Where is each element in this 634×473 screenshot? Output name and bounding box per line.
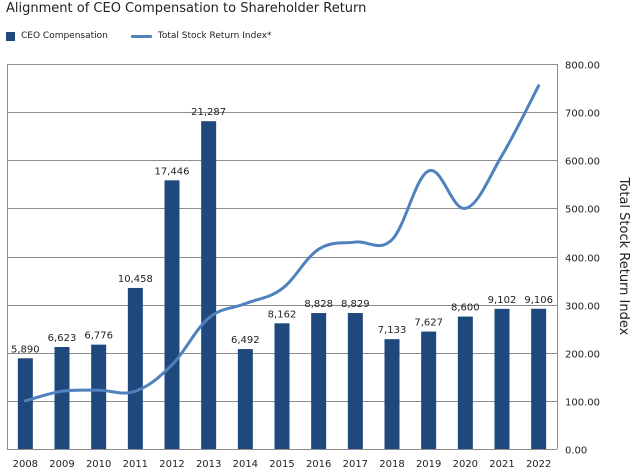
bar-value-label: 21,287 xyxy=(191,107,226,118)
total-stock-return-line xyxy=(23,84,541,403)
bar-value-label: 7,133 xyxy=(378,325,407,336)
x-tick-label: 2021 xyxy=(489,459,514,470)
x-tick-label: 2017 xyxy=(343,459,368,470)
bar-2020 xyxy=(457,316,473,449)
label-layer: 0.00 100.00 200.00 300.00 400.00 500.00 600.00… xyxy=(11,61,600,471)
line-layer xyxy=(23,84,541,403)
x-tick-label: 2022 xyxy=(526,459,551,470)
y2-tick-label: 200.00 xyxy=(565,350,600,361)
legend-label-total-stock-return: Total Stock Return Index* xyxy=(157,31,272,41)
bar-value-label: 9,102 xyxy=(488,295,517,306)
bar-2015 xyxy=(274,323,290,449)
bar-value-label: 9,106 xyxy=(524,295,553,306)
bar-value-label: 8,600 xyxy=(451,303,480,314)
legend-swatch-bar xyxy=(6,31,15,41)
x-tick-label: 2014 xyxy=(233,459,258,470)
bar-value-label: 8,828 xyxy=(304,299,333,310)
x-tick-label: 2019 xyxy=(416,459,441,470)
x-tick-label: 2010 xyxy=(86,459,111,470)
x-tick-label: 2015 xyxy=(269,459,294,470)
x-tick-label: 2011 xyxy=(123,459,148,470)
bar-value-label: 6,623 xyxy=(48,333,77,344)
bar-2008 xyxy=(17,358,33,449)
x-tick-label: 2018 xyxy=(379,459,404,470)
bar-2014 xyxy=(237,349,253,449)
bar-value-label: 8,162 xyxy=(268,309,297,320)
bar-2021 xyxy=(494,308,510,449)
bar-2017 xyxy=(347,313,363,449)
y2-tick-label: 100.00 xyxy=(565,398,600,409)
bar-value-label: 8,829 xyxy=(341,299,370,310)
y2-tick-label: 400.00 xyxy=(565,254,600,265)
bar-value-label: 5,890 xyxy=(11,344,40,355)
bar-value-label: 7,627 xyxy=(414,318,443,329)
x-tick-label: 2012 xyxy=(159,459,184,470)
bar-2018 xyxy=(384,339,400,449)
x-tick-label: 2009 xyxy=(49,459,74,470)
bar-value-label: 6,492 xyxy=(231,335,260,346)
x-tick-label: 2016 xyxy=(306,459,331,470)
legend-label-ceo-compensation: CEO Compensation xyxy=(21,31,108,41)
bar-2013 xyxy=(201,121,217,449)
bar-2010 xyxy=(91,344,107,449)
x-tick-label: 2008 xyxy=(13,459,38,470)
x-tick-label: 2020 xyxy=(453,459,478,470)
bar-2022 xyxy=(531,308,547,449)
bar-2009 xyxy=(54,347,70,449)
y2-tick-label: 600.00 xyxy=(565,157,600,168)
y2-tick-label: 800.00 xyxy=(565,61,600,72)
bar-2012 xyxy=(164,180,180,449)
legend-item-ceo-compensation: CEO Compensation xyxy=(6,31,108,41)
bar-value-label: 17,446 xyxy=(155,166,190,177)
y2-axis-label: Total Stock Return Index xyxy=(616,177,631,336)
bar-2011 xyxy=(127,287,143,449)
y2-tick-label: 0.00 xyxy=(565,446,587,457)
chart-title: Alignment of CEO Compensation to Shareho… xyxy=(6,1,367,16)
y2-tick-label: 700.00 xyxy=(565,109,600,120)
bar-value-label: 6,776 xyxy=(84,331,113,342)
chart-legend: CEO Compensation Total Stock Return Inde… xyxy=(6,31,295,41)
bar-2019 xyxy=(421,331,437,449)
bar-value-label: 10,458 xyxy=(118,274,153,285)
y2-tick-label: 300.00 xyxy=(565,302,600,313)
legend-item-total-stock-return: Total Stock Return Index* xyxy=(130,31,272,41)
x-tick-label: 2013 xyxy=(196,459,221,470)
legend-swatch-line xyxy=(130,34,152,38)
bar-2016 xyxy=(311,313,327,449)
y2-tick-label: 500.00 xyxy=(565,205,600,216)
bar-layer xyxy=(17,121,547,449)
